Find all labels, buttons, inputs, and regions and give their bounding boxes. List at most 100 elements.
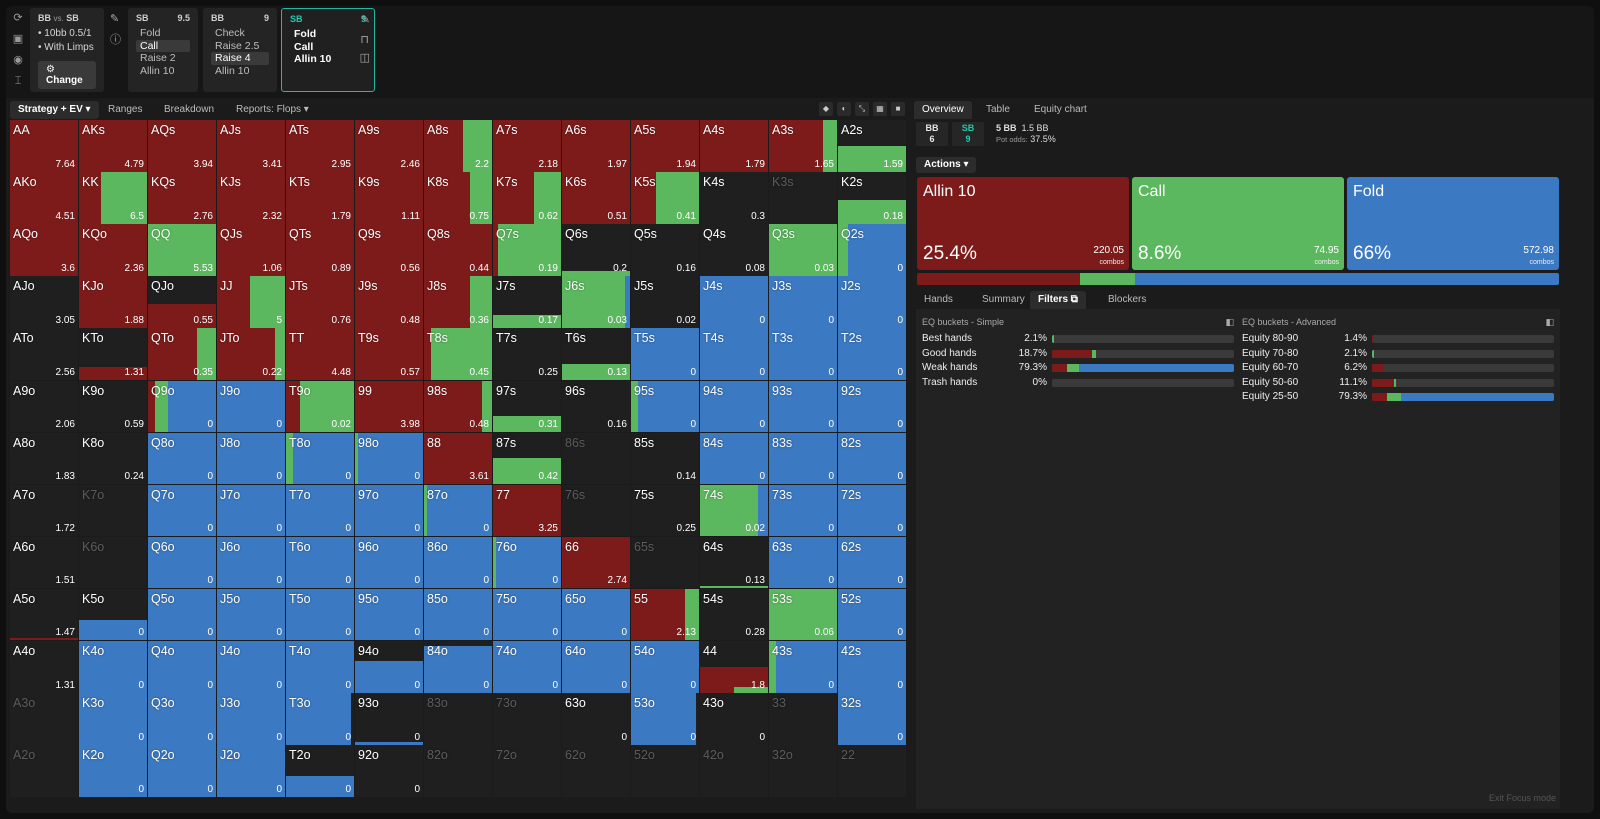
hand-cell[interactable]: QTs 0.89 (286, 224, 354, 276)
hand-cell[interactable]: Q3o 0 (148, 693, 216, 745)
info-icon[interactable]: ⓘ (110, 34, 121, 46)
hand-cell[interactable]: 72o (493, 745, 561, 797)
node-option[interactable]: Call (294, 40, 314, 53)
tab-strategy-ev[interactable]: Strategy + EV ▾ (10, 101, 99, 119)
hand-cell[interactable]: 42s 0 (838, 641, 906, 693)
hand-cell[interactable]: K9o 0.59 (79, 380, 147, 432)
hand-cell[interactable]: K5s 0.41 (631, 172, 699, 224)
tab-hands[interactable]: Hands (924, 294, 953, 305)
hand-cell[interactable]: T5s 0 (631, 328, 699, 380)
hand-cell[interactable]: J8s 0.36 (424, 276, 492, 328)
hand-cell[interactable]: K9s 1.11 (355, 172, 423, 224)
hand-cell[interactable]: K4s 0.3 (700, 172, 768, 224)
action-box-fold[interactable]: Fold 66% 572.98 combos (1347, 177, 1559, 270)
node-option[interactable]: Call (136, 39, 190, 52)
refresh-icon[interactable]: ⟳ (13, 12, 23, 24)
hand-cell[interactable]: 88 3.61 (424, 432, 492, 485)
hand-cell[interactable]: 73o (493, 693, 561, 745)
hand-cell[interactable]: 75s 0.25 (631, 484, 699, 537)
hand-cell[interactable]: J5s 0.02 (631, 276, 699, 328)
hand-cell[interactable]: 72s 0 (838, 484, 906, 537)
hand-cell[interactable]: AQo 3.6 (10, 224, 78, 276)
hand-cell[interactable]: 73s 0 (769, 484, 837, 537)
hand-cell[interactable]: QJs 1.06 (217, 224, 285, 276)
hand-cell[interactable]: A8o 1.83 (10, 432, 78, 485)
hand-cell[interactable]: 86o 0 (424, 536, 492, 589)
pencil-icon[interactable]: ✎ (110, 13, 120, 25)
eq-bucket-row[interactable]: Equity 50-60 11.1% (1242, 376, 1554, 391)
hand-cell[interactable]: KJo 1.88 (79, 276, 147, 328)
hand-cell[interactable]: 82o (424, 745, 492, 797)
hand-cell[interactable]: A9s 2.46 (355, 120, 423, 172)
node-card-sb-active[interactable]: SB 9 Fold Call Allin 10 ✎ ⊓ ◫ (281, 8, 375, 92)
hand-cell[interactable]: 95s 0 (631, 380, 699, 432)
hand-cell[interactable]: Q8o 0 (148, 432, 216, 485)
hand-cell[interactable]: 64s 0.13 (700, 536, 768, 589)
pencil-icon[interactable]: ✎ (360, 14, 370, 26)
hand-cell[interactable]: A6o 1.51 (10, 536, 78, 589)
hand-cell[interactable]: 63o 0 (562, 693, 630, 745)
hand-cell[interactable]: 74o 0 (493, 641, 561, 693)
eq-bucket-row[interactable]: Equity 80-90 1.4% (1242, 332, 1554, 347)
hand-cell[interactable]: QTo 0.35 (148, 328, 216, 380)
hand-cell[interactable]: AJo 3.05 (10, 276, 78, 328)
hand-cell[interactable]: J8o 0 (217, 432, 285, 485)
hand-cell[interactable]: 63s 0 (769, 536, 837, 589)
hand-cell[interactable]: 75o 0 (493, 588, 561, 641)
node-option[interactable]: Allin 10 (215, 64, 250, 77)
hand-cell[interactable]: Q7o 0 (148, 484, 216, 537)
hand-cell[interactable]: K8o 0.24 (79, 432, 147, 485)
hand-cell[interactable]: ATo 2.56 (10, 328, 78, 380)
save-icon[interactable]: ▣ (12, 33, 24, 45)
gamepad-icon[interactable]: ◉ (13, 54, 23, 66)
hand-cell[interactable]: KTo 1.31 (79, 328, 147, 380)
hand-cell[interactable]: 84o 0 (424, 641, 492, 693)
hand-cell[interactable]: 82s 0 (838, 432, 906, 485)
hand-cell[interactable]: A2s 1.59 (838, 120, 906, 172)
hand-cell[interactable]: 42o (700, 745, 768, 797)
hand-cell[interactable]: A8s 2.2 (424, 120, 492, 172)
hand-cell[interactable]: Q5o 0 (148, 588, 216, 641)
node-option[interactable]: Allin 10 (294, 53, 332, 65)
actions-dropdown[interactable]: Actions ▾ (916, 157, 977, 173)
hand-cell[interactable]: K6o (79, 536, 147, 589)
hand-cell[interactable]: 54s 0.28 (700, 588, 768, 641)
hand-cell[interactable]: 93s 0 (769, 380, 837, 432)
hand-cell[interactable]: 85o 0 (424, 588, 492, 641)
hand-cell[interactable]: Q9s 0.56 (355, 224, 423, 276)
text-cursor-icon[interactable]: ⌶ (14, 75, 22, 87)
hand-cell[interactable]: J7o 0 (217, 484, 285, 537)
hand-cell[interactable]: JJ 5 (217, 276, 285, 328)
hand-cell[interactable]: A7o 1.72 (10, 484, 78, 537)
hand-cell[interactable]: 94o 0 (355, 641, 423, 693)
lock-icon[interactable]: ⊓ (360, 34, 369, 46)
hand-cell[interactable]: KJs 2.32 (217, 172, 285, 224)
hand-cell[interactable]: A4s 1.79 (700, 120, 768, 172)
hand-cell[interactable]: 96s 0.16 (562, 380, 630, 432)
node-card-sb-1[interactable]: SB 9.5 Fold Call Raise 2 Allin 10 (128, 8, 198, 92)
hand-cell[interactable]: 85s 0.14 (631, 432, 699, 485)
hand-cell[interactable]: J3o 0 (217, 693, 285, 745)
hand-cell[interactable]: 99 3.98 (355, 380, 423, 432)
hand-cell[interactable]: 32o (769, 745, 837, 797)
hand-cell[interactable]: KQo 2.36 (79, 224, 147, 276)
hand-cell[interactable]: T4o 0 (286, 641, 354, 693)
eq-bucket-row[interactable]: Best hands 2.1% (922, 332, 1234, 347)
hand-cell[interactable]: JTs 0.76 (286, 276, 354, 328)
hand-cell[interactable]: AKs 4.79 (79, 120, 147, 172)
hand-cell[interactable]: J2o 0 (217, 745, 285, 797)
hand-cell[interactable]: 62o (562, 745, 630, 797)
hand-cell[interactable]: K3s (769, 172, 837, 224)
tab-overview[interactable]: Overview (914, 101, 972, 119)
hand-cell[interactable]: 94s 0 (700, 380, 768, 432)
hand-cell[interactable]: A2o (10, 745, 78, 797)
hand-cell[interactable]: 53s 0.06 (769, 588, 837, 641)
hand-cell[interactable]: Q3s 0.03 (769, 224, 837, 276)
hand-cell[interactable]: T7s 0.25 (493, 328, 561, 380)
node-option[interactable]: Raise 4 (211, 52, 269, 65)
hand-cell[interactable]: Q8s 0.44 (424, 224, 492, 276)
hand-cell[interactable]: T8o 0 (286, 432, 354, 485)
hand-cell[interactable]: 32s 0 (838, 693, 906, 745)
hand-cell[interactable]: 87s 0.42 (493, 432, 561, 485)
node-option[interactable]: Raise 2 (140, 52, 176, 64)
